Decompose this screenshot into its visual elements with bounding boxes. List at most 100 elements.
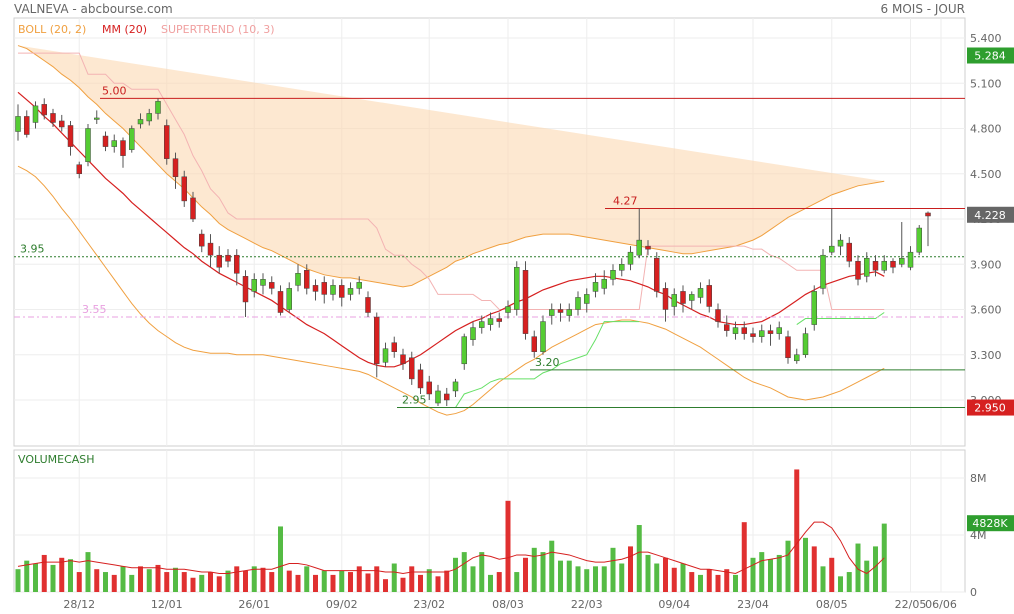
candle — [575, 297, 581, 310]
candle — [102, 135, 109, 147]
date-tick-label: 08/05 — [816, 598, 848, 611]
price-badge-label: 5.284 — [974, 49, 1006, 62]
candle — [514, 267, 520, 310]
volume-bar — [68, 559, 73, 592]
candle — [286, 288, 292, 310]
supertrend-down-line — [18, 52, 885, 310]
volume-bar — [531, 547, 537, 592]
candle — [724, 324, 730, 331]
volume-bar — [278, 526, 283, 592]
candle — [487, 318, 494, 325]
level-label-3.55: 3.55 — [82, 303, 107, 316]
volume-bar — [155, 564, 161, 592]
volume-bar — [575, 566, 581, 592]
volume-bar — [768, 559, 773, 592]
candle — [916, 227, 922, 253]
volume-bar — [540, 552, 546, 592]
volume-bar — [584, 569, 590, 592]
volume-bar — [251, 566, 257, 592]
volume-bar — [628, 546, 633, 592]
candle — [356, 282, 362, 289]
price-tick-label: 4.500 — [970, 168, 1002, 181]
candle — [794, 354, 800, 362]
volume-bar — [59, 557, 65, 592]
volume-bar — [785, 540, 791, 592]
candle — [601, 279, 607, 289]
volume-bar — [216, 576, 222, 592]
candle — [330, 285, 336, 295]
date-tick-label: 28/12 — [63, 598, 95, 611]
candle — [312, 285, 319, 292]
volume-bar — [803, 537, 808, 592]
candle — [120, 140, 126, 156]
volume-bar — [15, 569, 21, 592]
candle — [444, 393, 450, 401]
price-tick-label: 3.600 — [970, 304, 1002, 317]
price-badge — [967, 206, 1014, 223]
volume-bar — [566, 560, 572, 592]
volume-bar — [50, 564, 56, 592]
candle — [505, 306, 511, 313]
volume-bar — [444, 570, 450, 592]
volume-bar — [715, 574, 721, 592]
candle — [697, 288, 704, 298]
candle — [111, 140, 117, 147]
candle — [881, 260, 887, 271]
volume-bar — [453, 557, 458, 592]
candle — [566, 309, 572, 316]
volume-bar — [645, 554, 651, 592]
candle — [785, 336, 791, 359]
date-tick-label: 22/05 — [895, 598, 927, 611]
volume-bar — [304, 566, 310, 592]
candle — [365, 297, 371, 313]
volume-bar — [846, 572, 852, 592]
price-tick-label: 3.900 — [970, 258, 1002, 271]
volume-bar — [199, 574, 205, 592]
candle — [689, 294, 695, 301]
volume-bar — [208, 572, 213, 592]
volume-bar — [234, 566, 240, 592]
candle — [32, 105, 39, 123]
level-label-2.95: 2.95 — [402, 394, 427, 407]
date-tick-label: 08/03 — [492, 598, 524, 611]
date-tick-label: 06/06 — [925, 598, 957, 611]
candle — [426, 381, 432, 395]
volume-bar — [111, 574, 117, 592]
volume-bar — [680, 563, 686, 592]
candle — [470, 327, 476, 340]
candle — [776, 327, 782, 334]
volume-bar — [391, 563, 397, 592]
candle — [846, 242, 852, 262]
candle — [24, 116, 30, 135]
candle — [129, 128, 135, 150]
candle — [400, 354, 406, 365]
candle — [829, 245, 835, 253]
volume-bar — [698, 574, 703, 592]
supertrend-up-line — [455, 312, 885, 408]
volume-bar — [356, 566, 362, 592]
legend-item: MM (20) — [102, 23, 147, 36]
candle — [872, 260, 879, 271]
level-label-4.27: 4.27 — [613, 194, 638, 207]
candle — [899, 257, 905, 265]
candle — [802, 333, 809, 355]
candle — [435, 390, 441, 404]
candle — [759, 330, 765, 337]
candle — [85, 128, 91, 162]
volume-bar — [741, 522, 747, 592]
volume-bar — [523, 557, 528, 592]
ma20-line — [17, 91, 885, 368]
candle — [741, 327, 747, 334]
date-tick-label: 23/02 — [413, 598, 445, 611]
volume-bar — [321, 570, 327, 592]
candle — [277, 291, 284, 313]
candle — [627, 251, 634, 265]
candle — [374, 316, 380, 365]
candle — [164, 125, 170, 159]
volume-bar — [724, 569, 730, 592]
bollinger-band-fill — [18, 45, 885, 287]
volume-bar — [479, 552, 485, 592]
price-tick-label: 5.400 — [970, 32, 1002, 45]
candle — [409, 357, 415, 380]
